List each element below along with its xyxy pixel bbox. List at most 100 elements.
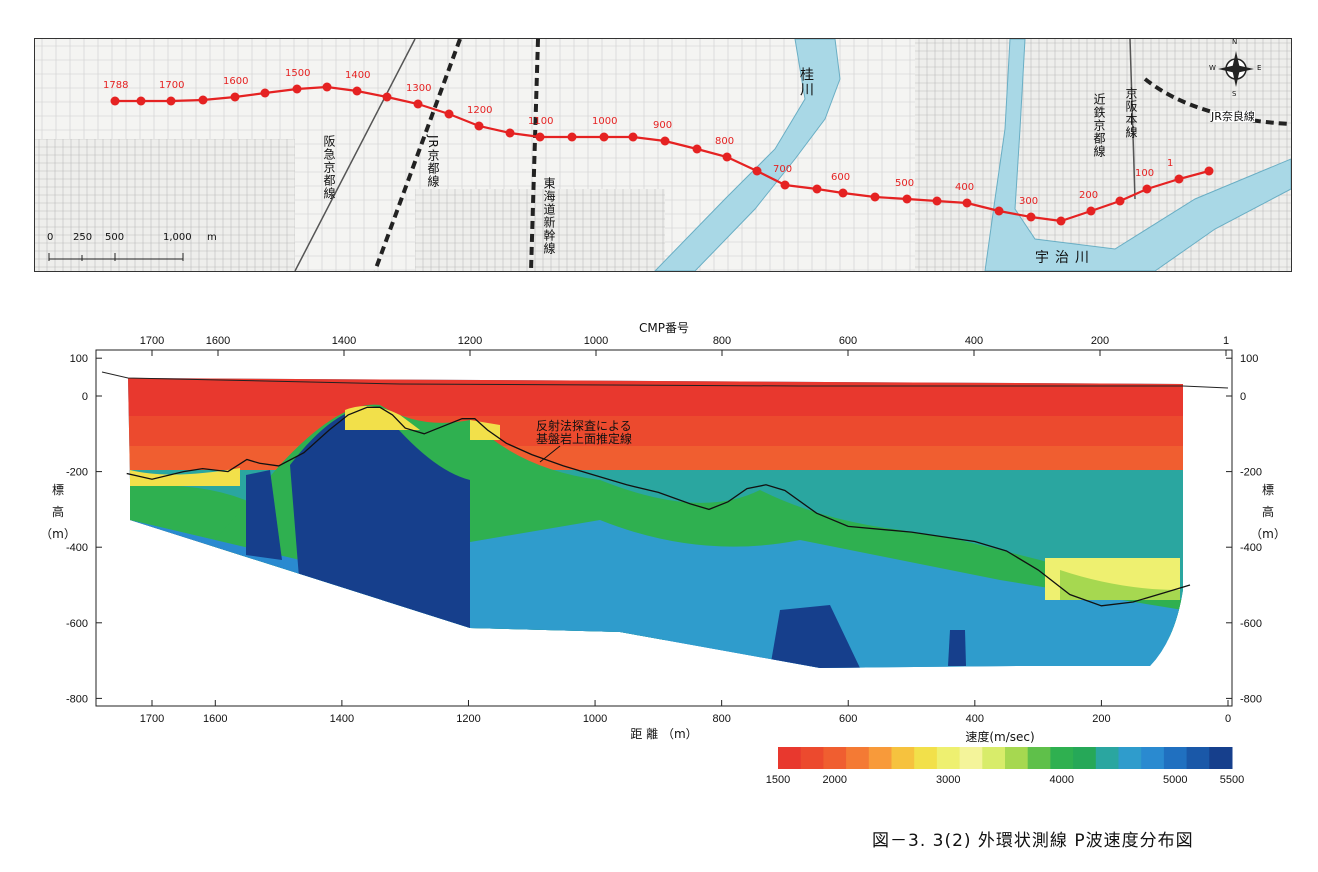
survey-points <box>110 82 1214 226</box>
colorbar-tick-label: 3000 <box>936 774 960 786</box>
survey-point <box>230 92 240 102</box>
bottom-axis-ticks: 1700 1600 1400 1200 1000 800 600 400 200 0 <box>140 700 1231 725</box>
survey-point <box>660 136 670 146</box>
colorbar-segment <box>1095 747 1119 769</box>
cmp-label: 1400 <box>345 70 371 81</box>
y-label-left-1: 標 <box>52 483 64 497</box>
survey-point <box>474 121 484 131</box>
hankyu-rail <box>294 39 416 271</box>
colorbar-segment <box>936 747 961 769</box>
colorbar-segment <box>1073 747 1097 769</box>
survey-point <box>752 166 762 176</box>
scale-unit: m <box>207 232 217 243</box>
survey-point <box>1056 216 1066 226</box>
annotation-line1: 反射法探査による <box>536 418 632 433</box>
katsura-river-label: 桂川 <box>798 67 814 97</box>
survey-point <box>567 132 577 142</box>
colorbar-segment <box>1209 747 1233 769</box>
y-tick-label-left: 100 <box>70 353 88 365</box>
y-tick-label-right: -200 <box>1240 467 1262 479</box>
survey-point <box>902 194 912 204</box>
figure-caption: 図－3. 3(2) 外環状測線 P波速度分布図 <box>872 831 1194 851</box>
bottom-tick-label: 1400 <box>330 713 354 725</box>
basement-estimate-line <box>126 406 1191 607</box>
survey-point <box>780 180 790 190</box>
cmp-label: 1600 <box>223 76 249 87</box>
bottom-tick-label: 200 <box>1092 713 1110 725</box>
cmp-label: 800 <box>715 136 735 147</box>
survey-point <box>932 196 942 206</box>
survey-point <box>352 86 362 96</box>
cmp-label: 500 <box>895 178 915 189</box>
scale-tick-1000: 1,000 <box>163 232 192 243</box>
survey-point <box>322 82 332 92</box>
y-tick-label-right: -800 <box>1240 693 1262 705</box>
colorbar-tick-label: 1500 <box>766 774 790 786</box>
colorbar-segment <box>778 747 802 769</box>
top-tick-label: 1200 <box>458 335 482 347</box>
cmp-label: 400 <box>955 182 975 193</box>
colorbar-tick-label: 2000 <box>823 774 847 786</box>
top-axis-ticks: 1700 1600 1400 1200 1000 800 600 400 200 1 <box>140 335 1229 356</box>
bottom-axis-title: 距 離 （m） <box>630 727 697 741</box>
survey-point <box>599 132 609 142</box>
colorbar-segment <box>1186 747 1210 769</box>
y-tick-label-left: 0 <box>82 391 88 403</box>
cmp-label: 700 <box>773 164 793 175</box>
colorbar-title: 速度(m/sec) <box>965 729 1034 744</box>
colorbar-tick-label: 5000 <box>1163 774 1187 786</box>
velocity-colorbar <box>778 747 1233 769</box>
survey-point <box>1026 212 1036 222</box>
shinkansen-label: 東海道新幹線 <box>542 177 556 255</box>
cmp-label: 1300 <box>406 83 432 94</box>
bottom-tick-label: 800 <box>712 713 730 725</box>
survey-point <box>110 96 120 106</box>
y-tick-label-left: -200 <box>66 467 88 479</box>
survey-point <box>413 99 423 109</box>
colorbar-segment <box>1005 747 1029 769</box>
bottom-tick-label: 600 <box>839 713 857 725</box>
velocity-section-chart: 1700 1600 1400 1200 1000 800 600 400 200 1 1700 16… <box>40 321 1286 786</box>
y-tick-label-right: -400 <box>1240 542 1262 554</box>
y-label-left-2: 高 <box>52 504 64 519</box>
survey-point <box>444 109 454 119</box>
survey-point <box>505 128 515 138</box>
y-label-right-1: 標 <box>1262 483 1274 497</box>
y-label-right-2: 高 <box>1262 504 1274 519</box>
compass-w: W <box>1209 64 1216 72</box>
y-tick-label-left: -400 <box>66 542 88 554</box>
survey-point <box>962 198 972 208</box>
top-tick-label: 600 <box>839 335 857 347</box>
route-map: 1788 1700 1600 1500 1400 1300 1200 1100 1000 900 8… <box>34 38 1292 272</box>
survey-point <box>812 184 822 194</box>
bottom-tick-label: 1600 <box>203 713 227 725</box>
survey-point <box>1142 184 1152 194</box>
survey-point <box>722 152 732 162</box>
bottom-tick-label: 1000 <box>583 713 607 725</box>
top-tick-label: 1700 <box>140 335 164 347</box>
survey-point <box>1115 196 1125 206</box>
colorbar-segment <box>846 747 870 769</box>
cmp-label: 900 <box>653 120 673 131</box>
survey-point <box>382 92 392 102</box>
survey-point <box>166 96 176 106</box>
cmp-label: 1788 <box>103 80 129 91</box>
compass-e: E <box>1257 64 1262 72</box>
colorbar-tick-label: 4000 <box>1050 774 1074 786</box>
annotation-leader <box>539 445 561 463</box>
scale-tick-250: 250 <box>73 232 93 243</box>
survey-point <box>136 96 146 106</box>
top-tick-label: 400 <box>965 335 983 347</box>
survey-point <box>198 95 208 105</box>
survey-point <box>838 188 848 198</box>
survey-point <box>870 192 880 202</box>
y-label-left-3: （m） <box>40 527 76 541</box>
top-axis-title: CMP番号 <box>639 321 689 335</box>
cmp-label: 100 <box>1135 168 1155 179</box>
keihan-rail <box>1129 39 1136 200</box>
compass-n: N <box>1232 38 1238 46</box>
cmp-label: 1000 <box>592 116 618 127</box>
colorbar-segment <box>1118 747 1142 769</box>
y-tick-label-right: -600 <box>1240 618 1262 630</box>
cmp-label: 300 <box>1019 196 1039 207</box>
